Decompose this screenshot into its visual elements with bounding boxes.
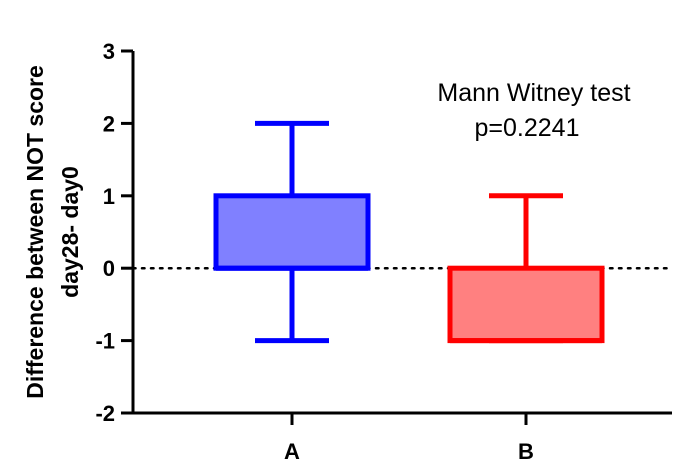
x-tick-label: A [284, 439, 300, 464]
annotation: Mann Witney test p=0.2241 [437, 79, 630, 142]
y-tick-label: 2 [103, 111, 115, 136]
y-tick-label: -2 [95, 401, 115, 426]
y-tick-label: -1 [95, 329, 115, 354]
annotation-p-value: p=0.2241 [475, 114, 580, 142]
y-axis-label: Difference between NOT score day28- day0 [22, 65, 83, 399]
box-b [447, 265, 605, 344]
y-tick-label: 1 [103, 184, 115, 209]
x-tick-label: B [518, 439, 534, 464]
y-axis-label-line2: day28- day0 [57, 166, 83, 298]
y-tick-label: 3 [103, 39, 115, 64]
y-axis-label-line1: Difference between NOT score [22, 65, 48, 399]
box-a [213, 193, 371, 271]
y-tick-label: 0 [103, 256, 115, 281]
annotation-test-name: Mann Witney test [437, 79, 630, 107]
plot-area: -2 -1 0 1 2 3 A B [95, 39, 674, 464]
